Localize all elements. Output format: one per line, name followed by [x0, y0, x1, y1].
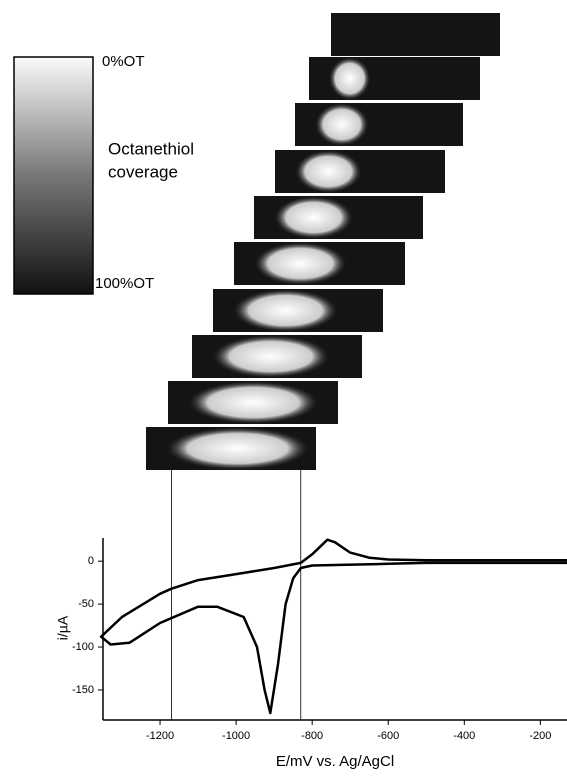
- x-tick-label: -400: [453, 730, 475, 742]
- x-tick-label: -600: [377, 730, 399, 742]
- y-tick-label: -150: [72, 684, 94, 696]
- y-tick-label: -100: [72, 641, 94, 653]
- x-axis-label: E/mV vs. Ag/AgCl: [276, 753, 394, 770]
- y-axis-label: i/µA: [55, 615, 71, 640]
- coverage-scale: [13, 56, 94, 295]
- x-tick-label: -1200: [146, 730, 174, 742]
- scale-caption: coverage: [108, 162, 178, 181]
- x-tick-label: -800: [301, 730, 323, 742]
- strip-bright: [329, 57, 371, 100]
- x-tick-label: -1000: [222, 730, 250, 742]
- x-tick-label: -200: [529, 730, 551, 742]
- scale-bottom-label: 100%OT: [95, 275, 154, 292]
- strip-bright: [315, 103, 369, 146]
- strip-bright: [166, 427, 310, 470]
- image-strips: [146, 13, 500, 470]
- strip-bright: [274, 196, 354, 239]
- strip-bright: [254, 242, 347, 285]
- y-tick-label: -50: [78, 598, 94, 610]
- strip-bright: [188, 381, 319, 424]
- strip: [331, 13, 500, 56]
- strip-bright: [295, 150, 362, 193]
- cv-curve: [99, 538, 567, 715]
- y-tick-label: 0: [88, 555, 94, 567]
- strip-bright: [212, 335, 330, 378]
- scale-top-label: 0%OT: [102, 53, 145, 70]
- strip-bright: [233, 289, 338, 332]
- scale-caption: Octanethiol: [108, 139, 194, 158]
